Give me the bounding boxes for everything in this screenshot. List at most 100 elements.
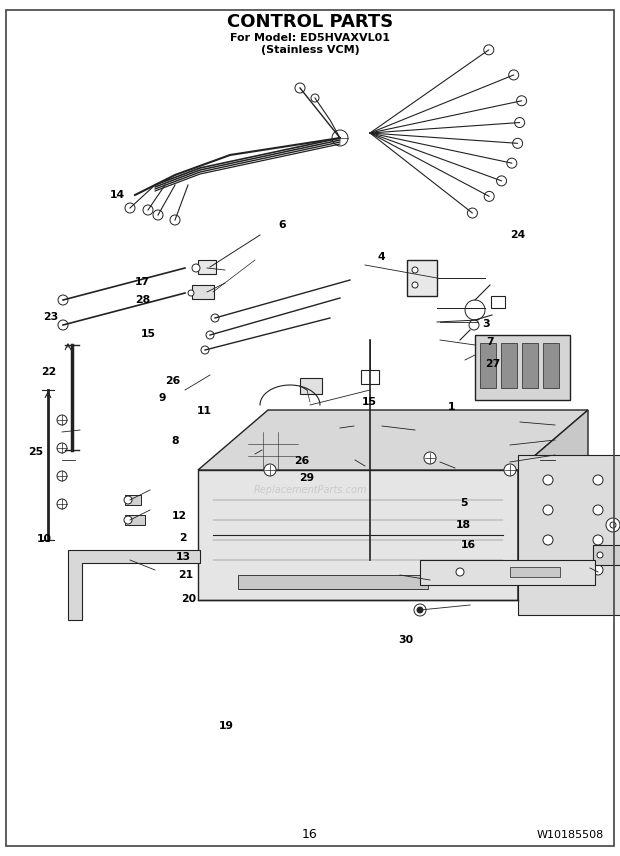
Bar: [522, 343, 538, 388]
Text: 19: 19: [219, 721, 234, 731]
Circle shape: [593, 505, 603, 515]
Text: 5: 5: [460, 498, 467, 508]
Circle shape: [291, 433, 297, 439]
Bar: [192, 285, 214, 299]
Bar: [407, 260, 437, 296]
Text: 9: 9: [159, 393, 166, 403]
Text: 23: 23: [43, 312, 58, 322]
Circle shape: [57, 415, 67, 425]
Text: 10: 10: [37, 534, 52, 544]
Bar: [354, 415, 382, 437]
Circle shape: [124, 496, 132, 504]
Circle shape: [469, 320, 479, 330]
Bar: [501, 343, 517, 388]
Circle shape: [412, 282, 418, 288]
Bar: [475, 335, 570, 400]
Text: 4: 4: [378, 252, 385, 262]
Circle shape: [58, 320, 68, 330]
Bar: [510, 567, 560, 577]
Circle shape: [57, 471, 67, 481]
Text: ReplacementParts.com: ReplacementParts.com: [253, 485, 367, 495]
Circle shape: [543, 535, 553, 545]
Circle shape: [597, 552, 603, 558]
Bar: [238, 575, 428, 589]
Bar: [125, 515, 145, 525]
Text: 17: 17: [135, 277, 150, 288]
Circle shape: [515, 117, 525, 128]
Circle shape: [417, 607, 423, 613]
Polygon shape: [518, 455, 620, 615]
Circle shape: [153, 210, 163, 220]
Circle shape: [507, 158, 517, 168]
Circle shape: [201, 346, 209, 354]
Circle shape: [504, 464, 516, 476]
Bar: [420, 560, 595, 585]
Text: 27: 27: [485, 359, 500, 369]
Circle shape: [543, 505, 553, 515]
Polygon shape: [518, 410, 588, 600]
Circle shape: [424, 452, 436, 464]
Circle shape: [295, 83, 305, 93]
Text: 25: 25: [29, 447, 43, 457]
Text: 16: 16: [461, 540, 476, 550]
Text: CONTROL PARTS: CONTROL PARTS: [227, 13, 393, 31]
Text: 26: 26: [165, 376, 180, 386]
Text: 14: 14: [110, 190, 125, 200]
Circle shape: [311, 94, 319, 102]
Circle shape: [332, 130, 348, 146]
Bar: [543, 343, 559, 388]
Circle shape: [484, 192, 494, 201]
Circle shape: [497, 175, 507, 186]
Text: For Model: ED5HVAXVL01: For Model: ED5HVAXVL01: [230, 33, 390, 43]
Circle shape: [593, 565, 603, 575]
Circle shape: [192, 264, 200, 272]
Text: 2: 2: [179, 532, 187, 543]
Bar: [355, 421, 365, 427]
Circle shape: [211, 314, 219, 322]
Text: 21: 21: [179, 570, 193, 580]
Text: 6: 6: [278, 220, 286, 230]
Text: 18: 18: [456, 520, 471, 530]
Text: W10185508: W10185508: [536, 830, 604, 840]
Circle shape: [57, 443, 67, 453]
Text: 13: 13: [175, 552, 190, 562]
Bar: [125, 495, 141, 505]
Circle shape: [125, 203, 135, 213]
Circle shape: [465, 300, 485, 320]
Bar: [491, 296, 505, 308]
Circle shape: [606, 518, 620, 532]
Circle shape: [509, 70, 519, 80]
Text: 29: 29: [299, 473, 314, 483]
Circle shape: [188, 290, 194, 296]
Circle shape: [610, 522, 616, 528]
Text: 24: 24: [510, 230, 525, 241]
Bar: [361, 370, 379, 384]
Bar: [248, 432, 298, 470]
Text: 3: 3: [482, 318, 490, 329]
Circle shape: [57, 499, 67, 509]
Circle shape: [412, 267, 418, 273]
Circle shape: [58, 295, 68, 305]
Circle shape: [513, 139, 523, 148]
Circle shape: [249, 463, 255, 469]
Text: 26: 26: [294, 455, 309, 466]
Text: 11: 11: [197, 406, 212, 416]
Text: 20: 20: [182, 594, 197, 604]
Text: 30: 30: [399, 635, 414, 645]
Text: 7: 7: [486, 337, 494, 348]
Circle shape: [170, 215, 180, 225]
Circle shape: [249, 433, 255, 439]
Bar: [198, 260, 216, 274]
Text: 1: 1: [448, 401, 455, 412]
Circle shape: [593, 535, 603, 545]
Text: (Stainless VCM): (Stainless VCM): [260, 45, 360, 55]
Circle shape: [291, 463, 297, 469]
Circle shape: [593, 475, 603, 485]
Circle shape: [543, 565, 553, 575]
Circle shape: [414, 604, 426, 616]
Circle shape: [456, 568, 464, 576]
Text: 22: 22: [41, 367, 56, 377]
Circle shape: [467, 208, 477, 218]
Bar: [480, 343, 496, 388]
Circle shape: [124, 516, 132, 524]
